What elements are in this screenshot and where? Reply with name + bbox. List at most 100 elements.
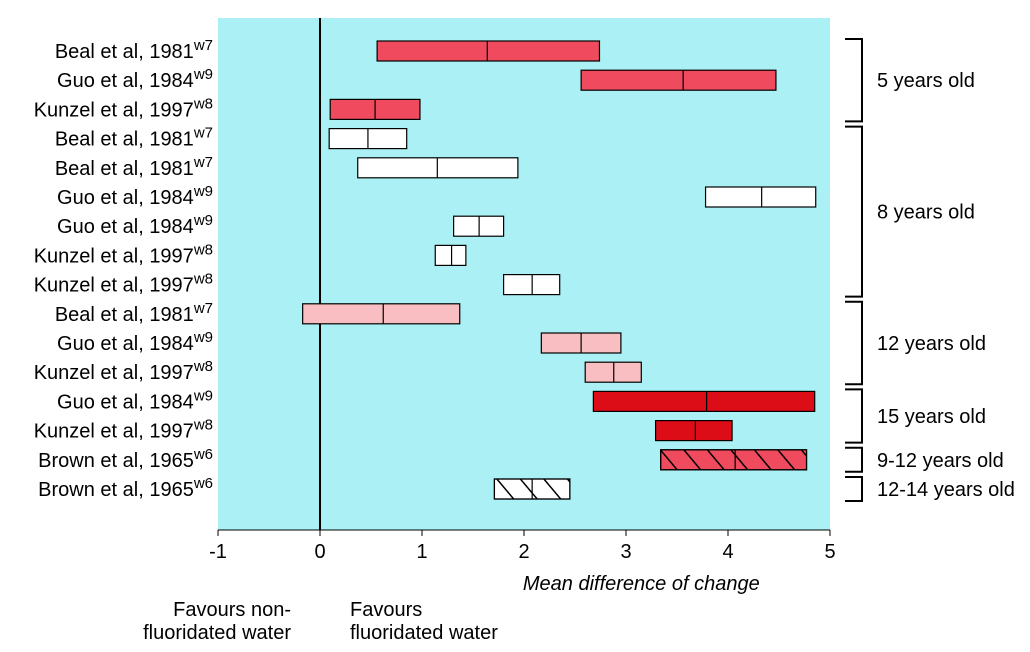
study-reference: w9: [193, 66, 213, 83]
study-reference: w7: [193, 125, 213, 142]
group-label: 5 years old: [877, 70, 975, 92]
study-reference: w8: [193, 241, 213, 258]
favours-fluoridated-note-line: Favours: [350, 599, 422, 621]
study-label: Guo et al, 1984w9: [57, 66, 213, 92]
group-label: 15 years old: [877, 406, 986, 428]
group-bracket-group: 12-14 years old: [845, 476, 1015, 502]
study-name: Beal et al, 1981: [55, 158, 194, 180]
study-label: Guo et al, 1984w9: [57, 387, 213, 413]
study-reference: w9: [193, 212, 213, 229]
study-reference: w9: [193, 329, 213, 346]
study-name: Brown et al, 1965: [38, 450, 194, 472]
ci-bar-group: [328, 128, 408, 150]
ci-bar: [434, 244, 467, 266]
study-label: Beal et al, 1981w7: [55, 125, 213, 151]
study-label: Guo et al, 1984w9: [57, 212, 213, 238]
ci-bar-group: [503, 274, 561, 296]
ci-bar: [704, 186, 817, 208]
study-label: Brown et al, 1965w6: [38, 475, 213, 501]
group-bracket: [845, 446, 863, 473]
ci-bar-group: [376, 40, 601, 62]
favours-fluoridated-note-line: fluoridated water: [350, 622, 498, 644]
x-tick-label: 4: [722, 541, 733, 563]
ci-bar-group: [329, 98, 421, 121]
study-reference: w7: [193, 300, 213, 317]
study-name: Kunzel et al, 1997: [34, 421, 194, 443]
group-bracket-group: 5 years old: [845, 38, 975, 123]
ci-bar-group: [584, 361, 642, 383]
x-tick-label: 1: [416, 541, 427, 563]
x-tick-label: 5: [824, 541, 835, 563]
favours-non-fluoridated-note-line: Favours non-: [173, 599, 291, 621]
ci-bar-group: [654, 420, 733, 442]
ci-bar-group: [302, 303, 461, 325]
x-axis-title: Mean difference of change: [523, 573, 760, 595]
study-label: Kunzel et al, 1997w8: [34, 95, 213, 121]
ci-bar: [654, 420, 733, 442]
study-label: Guo et al, 1984w9: [57, 183, 213, 209]
group-bracket: [845, 388, 863, 444]
study-name: Kunzel et al, 1997: [34, 245, 194, 267]
study-label: Kunzel et al, 1997w8: [34, 241, 213, 267]
group-label: 9-12 years old: [877, 450, 1004, 472]
x-tick-label: 3: [620, 541, 631, 563]
favours-fluoridated-note: Favours fluoridated water: [350, 599, 498, 644]
group-bracket-group: 15 years old: [845, 388, 986, 444]
study-reference: w7: [193, 37, 213, 54]
study-label: Beal et al, 1981w7: [55, 154, 213, 180]
ci-bar-hatch: [660, 449, 808, 471]
x-tick-label: 0: [314, 541, 325, 563]
study-name: Kunzel et al, 1997: [34, 275, 194, 297]
study-reference: w8: [193, 417, 213, 434]
study-reference: w6: [193, 446, 213, 463]
x-tick-label: 2: [518, 541, 529, 563]
group-bracket-group: 9-12 years old: [845, 446, 1004, 473]
group-bracket: [845, 38, 863, 123]
study-reference: w6: [193, 475, 213, 492]
x-tick-label: -1: [209, 541, 227, 563]
study-reference: w7: [193, 154, 213, 171]
study-label: Kunzel et al, 1997w8: [34, 358, 213, 384]
study-name: Beal et al, 1981: [55, 129, 194, 151]
study-label: Beal et al, 1981w7: [55, 300, 213, 326]
ci-bar: [592, 390, 816, 412]
ci-bar-group: [660, 449, 808, 471]
study-name: Guo et al, 1984: [57, 70, 194, 92]
study-label: Guo et al, 1984w9: [57, 329, 213, 355]
group-bracket: [845, 476, 863, 502]
group-label: 12 years old: [877, 333, 986, 355]
study-label: Kunzel et al, 1997w8: [34, 271, 213, 297]
study-name: Kunzel et al, 1997: [34, 362, 194, 384]
favours-non-fluoridated-note-line: fluoridated water: [143, 622, 291, 644]
ci-bar: [580, 69, 777, 91]
study-reference: w8: [193, 95, 213, 112]
group-label: 12-14 years old: [877, 479, 1015, 501]
study-name: Guo et al, 1984: [57, 333, 194, 355]
favours-non-fluoridated-note: Favours non-fluoridated water: [143, 599, 291, 644]
study-name: Guo et al, 1984: [57, 391, 194, 413]
study-reference: w8: [193, 271, 213, 288]
group-bracket-group: 12 years old: [845, 300, 986, 386]
study-reference: w8: [193, 358, 213, 375]
study-name: Guo et al, 1984: [57, 187, 194, 209]
study-name: Beal et al, 1981: [55, 304, 194, 326]
study-name: Brown et al, 1965: [38, 479, 194, 501]
study-reference: w9: [193, 183, 213, 200]
study-label: Kunzel et al, 1997w8: [34, 417, 213, 443]
study-label: Beal et al, 1981w7: [55, 37, 213, 63]
ci-bar-group: [493, 478, 571, 500]
study-reference: w9: [193, 387, 213, 404]
group-bracket: [845, 125, 863, 298]
study-name: Beal et al, 1981: [55, 41, 194, 63]
ci-bar-group: [453, 215, 505, 237]
ci-bar-group: [434, 244, 467, 266]
study-name: Guo et al, 1984: [57, 216, 194, 238]
group-bracket-group: 8 years old: [845, 125, 975, 298]
ci-bar-group: [580, 69, 777, 91]
ci-bar: [302, 303, 461, 325]
group-bracket: [845, 300, 863, 386]
ci-bar-group: [704, 186, 817, 208]
ci-bar-group: [592, 390, 816, 412]
